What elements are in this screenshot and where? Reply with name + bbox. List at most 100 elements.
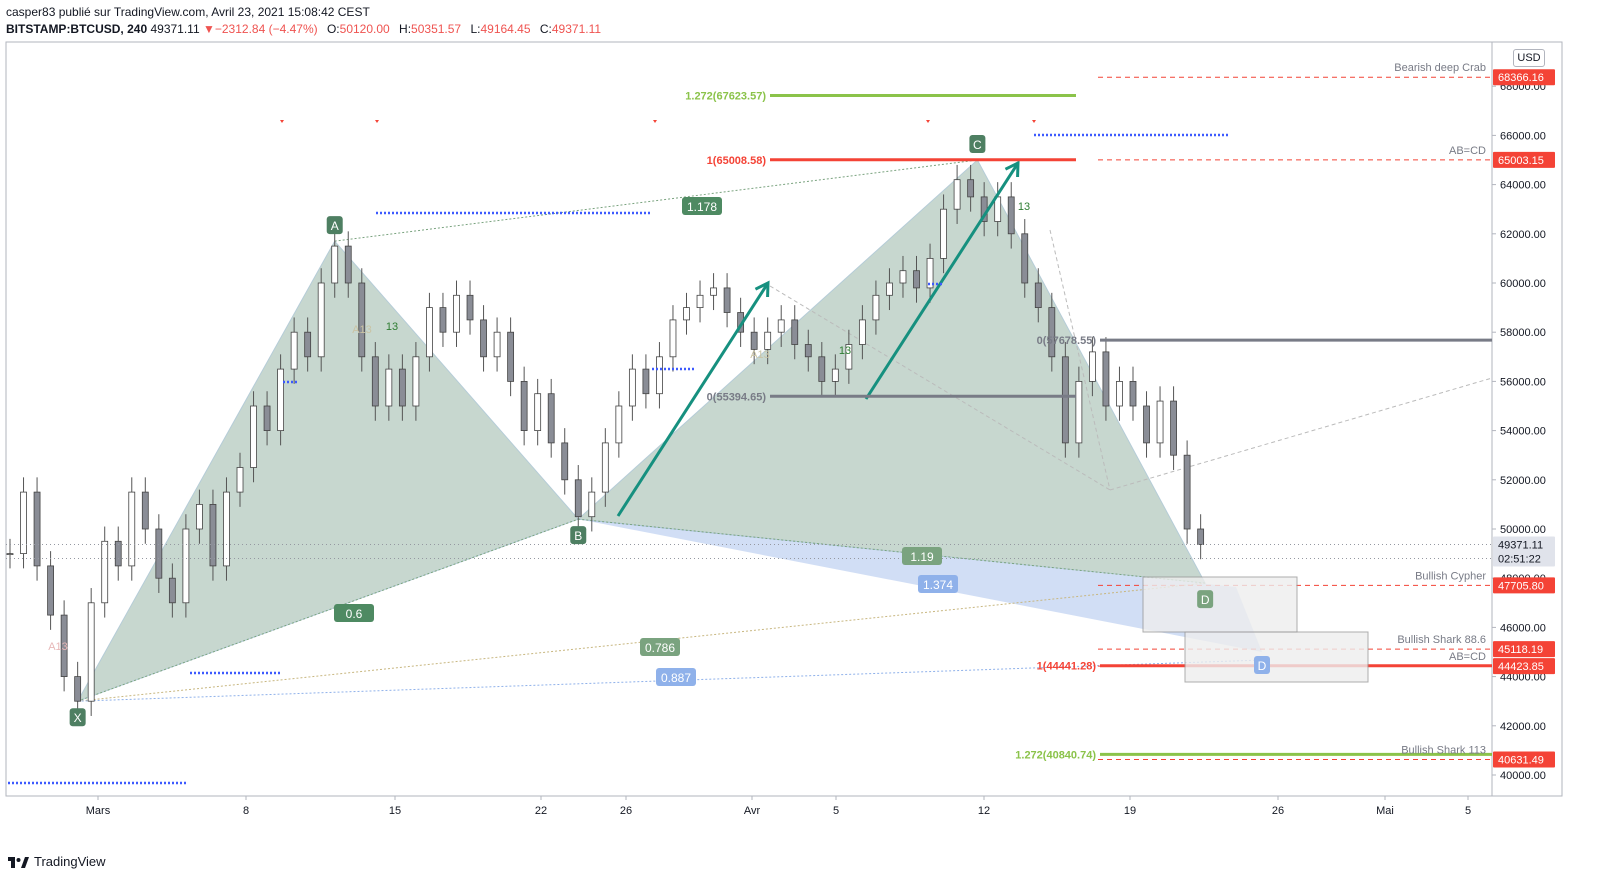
candle-body <box>899 270 907 284</box>
y-tick-label: 58000.00 <box>1500 327 1546 339</box>
ratio-badge <box>640 638 680 656</box>
candle-body <box>831 368 839 382</box>
last-price: 49371.11 <box>150 22 200 36</box>
point-badge[interactable] <box>69 708 86 727</box>
candle-body <box>723 287 731 313</box>
y-tick-label: 64000.00 <box>1500 180 1546 192</box>
candle-body <box>114 540 122 567</box>
grey-diag-2 <box>1109 377 1493 491</box>
price-axis-tag-label: 44423.85 <box>1498 661 1544 673</box>
x-tick-label: 5 <box>1465 805 1471 817</box>
candle-body <box>1061 356 1069 444</box>
candle-body <box>940 208 947 259</box>
bcd-triangle <box>577 159 1207 584</box>
candle-body <box>385 368 393 407</box>
sell-signal-marker <box>280 120 284 123</box>
candle-body <box>1156 400 1164 444</box>
low-label: L: <box>470 22 481 36</box>
candle-body <box>994 196 1002 222</box>
candle-body <box>886 282 893 296</box>
ratio-badge <box>902 547 942 565</box>
candle-body <box>101 540 109 604</box>
candle-body <box>534 393 542 432</box>
price-axis-tag-label: 45118.19 <box>1498 644 1543 656</box>
point-badge[interactable] <box>1197 590 1214 609</box>
ratio-badge <box>656 668 696 686</box>
candle-body <box>507 331 515 382</box>
candle-body <box>913 270 920 289</box>
candle-body <box>371 356 379 407</box>
sequential-count-label: 13 <box>839 345 851 357</box>
candle-body <box>615 405 623 444</box>
currency-badge[interactable]: USD <box>1513 49 1545 67</box>
price-axis-tag-label: 68366.16 <box>1498 72 1544 84</box>
price-axis-tag <box>1493 69 1555 86</box>
candle-body <box>574 479 582 518</box>
price-axis-tag-label: 65003.15 <box>1498 155 1544 167</box>
point-badge[interactable] <box>326 216 343 235</box>
y-tick-label: 56000.00 <box>1500 376 1546 388</box>
abcd-arrow-2-head <box>1004 160 1020 178</box>
candle-body <box>290 331 298 370</box>
sequential-count-label: A13 <box>352 324 372 336</box>
point-badge[interactable] <box>570 526 587 545</box>
price-axis-tag-label: 40631.49 <box>1498 754 1544 766</box>
high-value: 50351.57 <box>411 22 462 36</box>
candle-body <box>398 368 406 407</box>
footer-brand: TradingView <box>8 854 106 869</box>
candle-body <box>6 553 14 555</box>
fib-level-label: 1(65008.58) <box>707 155 767 167</box>
candle-body <box>74 676 82 702</box>
candle-body <box>953 179 961 210</box>
point-label: A <box>331 219 339 233</box>
price-axis-tag <box>1493 151 1555 168</box>
candle-body <box>47 565 54 616</box>
candle-body <box>358 282 366 358</box>
y-tick-label: 50000.00 <box>1500 524 1546 536</box>
candle-body <box>20 491 27 555</box>
point-badge[interactable] <box>1254 656 1270 674</box>
ratio-label: 0.887 <box>661 671 691 685</box>
price-axis-frame <box>1491 41 1563 797</box>
point-label: B <box>574 529 582 543</box>
y-tick-label: 44000.00 <box>1500 672 1546 684</box>
candle-body <box>818 356 826 382</box>
candle-body <box>277 368 285 432</box>
point-label: D <box>1258 659 1267 673</box>
close-value: 49371.11 <box>551 22 602 36</box>
prz-box-2 <box>1184 631 1369 683</box>
high-label: H: <box>399 22 412 36</box>
y-tick-label: 54000.00 <box>1500 426 1546 438</box>
y-tick-label: 46000.00 <box>1500 622 1546 634</box>
brand-name: TradingView <box>34 854 106 869</box>
candle-body <box>196 503 203 530</box>
price-change: −2312.84 (−4.47%) <box>214 22 318 36</box>
ratio-label: 1.374 <box>923 578 953 592</box>
candle-body <box>223 491 230 567</box>
candle-body <box>60 614 68 677</box>
candle-body <box>128 491 136 567</box>
price-axis-tag-label: 47705.80 <box>1498 580 1544 592</box>
symbol-name[interactable]: BITSTAMP:BTCUSD, 240 <box>6 22 148 36</box>
candle-body <box>1183 454 1191 530</box>
ratio-label: 0.786 <box>645 641 675 655</box>
candle-body <box>642 368 650 395</box>
y-tick-label: 62000.00 <box>1500 229 1546 241</box>
candle-body <box>777 319 785 333</box>
sell-signal-marker <box>926 120 930 123</box>
price-axis-tag <box>1493 658 1555 675</box>
pattern-name-label: Bullish Shark 88.6 <box>1397 634 1486 646</box>
candle-body <box>493 331 501 358</box>
candle-body <box>250 405 257 468</box>
candle-body <box>683 307 690 321</box>
candle-body <box>791 319 799 345</box>
candle-body <box>1007 196 1015 235</box>
candle-body <box>601 442 609 493</box>
candle-body <box>804 344 812 358</box>
candle-body <box>750 331 758 350</box>
candle-body <box>1034 282 1042 309</box>
point-badge[interactable] <box>969 135 986 153</box>
candle-body <box>466 294 474 321</box>
candle-body <box>87 602 95 702</box>
